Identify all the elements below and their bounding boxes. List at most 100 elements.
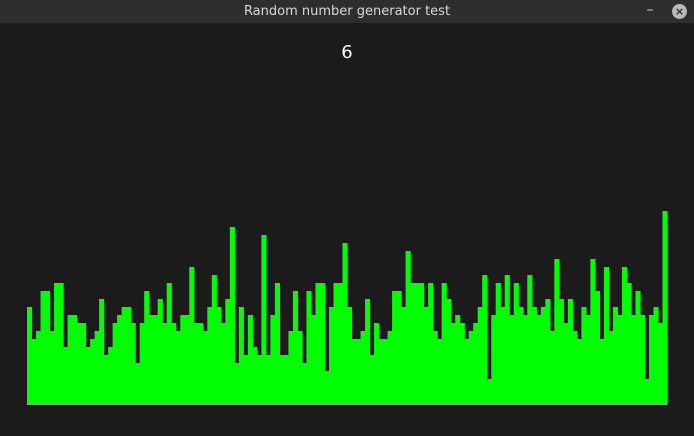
histogram-bar xyxy=(162,323,168,404)
histogram-bar xyxy=(306,291,312,404)
histogram-bar xyxy=(423,307,429,404)
histogram-bar xyxy=(189,267,195,404)
histogram-bar xyxy=(90,339,96,404)
histogram-bar xyxy=(585,315,591,404)
histogram-bar xyxy=(40,291,46,404)
histogram-bar xyxy=(234,363,240,404)
histogram-bar xyxy=(549,331,555,404)
histogram-bar xyxy=(437,339,443,404)
histogram-bar xyxy=(279,355,285,404)
histogram-bar xyxy=(283,355,290,404)
histogram-bar xyxy=(211,275,217,404)
minimize-button[interactable]: – xyxy=(646,2,654,18)
histogram-bar xyxy=(500,307,506,404)
histogram-bar xyxy=(135,363,141,404)
histogram-bar xyxy=(554,259,560,404)
histogram-bar xyxy=(567,299,573,404)
histogram-bar xyxy=(139,323,145,404)
histogram-bar xyxy=(180,315,186,404)
histogram-bar xyxy=(396,291,402,404)
histogram-bar xyxy=(626,283,632,404)
histogram-bar xyxy=(473,323,479,404)
histogram-bar xyxy=(486,379,492,404)
histogram-bar xyxy=(31,339,37,404)
histogram-bar xyxy=(419,283,425,404)
histogram-bar xyxy=(274,283,280,404)
histogram-bar xyxy=(590,259,596,404)
histogram-bar xyxy=(608,331,614,404)
histogram-bar xyxy=(365,299,371,404)
histogram-bar xyxy=(356,339,362,404)
histogram-bar xyxy=(401,307,407,404)
histogram-bar xyxy=(292,291,299,404)
histogram-bar xyxy=(594,291,600,404)
histogram-bar xyxy=(265,355,271,404)
histogram-bar xyxy=(103,355,109,404)
histogram-bar xyxy=(644,379,650,404)
histogram-bar xyxy=(108,347,114,404)
histogram-bar xyxy=(144,291,150,404)
histogram-bar xyxy=(243,355,249,404)
histogram-bar xyxy=(450,323,456,404)
histogram-bar xyxy=(653,307,659,404)
close-button[interactable]: × xyxy=(672,4,687,19)
histogram-bar xyxy=(99,299,105,404)
histogram-bar xyxy=(635,291,641,404)
histogram-bar xyxy=(657,323,664,404)
histogram-bar xyxy=(513,283,519,404)
histogram-bar xyxy=(333,283,339,404)
histogram-bar xyxy=(464,339,470,404)
histogram-bar xyxy=(310,315,317,404)
histogram-bar xyxy=(612,307,619,404)
histogram-bar xyxy=(383,339,389,404)
histogram-bar xyxy=(220,323,226,404)
histogram-bar xyxy=(518,307,524,404)
histogram-bar xyxy=(175,331,181,404)
histogram-bar xyxy=(229,227,235,404)
histogram-bar xyxy=(148,315,154,404)
histogram-bar xyxy=(477,307,483,404)
histogram-bar xyxy=(252,347,258,404)
histogram-bar xyxy=(527,275,533,404)
histogram-bar xyxy=(72,315,78,404)
histogram-bar xyxy=(545,299,551,404)
histogram-bar xyxy=(504,275,510,404)
histogram-bar xyxy=(36,331,42,404)
title-bar[interactable]: Random number generator test – × xyxy=(0,0,694,23)
histogram-bar xyxy=(270,315,276,404)
histogram-bar xyxy=(374,323,380,404)
histogram-bar xyxy=(468,331,474,404)
histogram-bar xyxy=(288,331,294,404)
histogram-bar xyxy=(414,283,420,404)
histogram-bar xyxy=(184,315,190,404)
histogram-bar xyxy=(482,275,488,404)
histogram-bar xyxy=(121,307,127,404)
histogram-bar xyxy=(117,315,123,404)
histogram-bar xyxy=(94,331,100,404)
histogram-bar xyxy=(446,299,452,404)
histogram-bar xyxy=(563,323,569,404)
histogram-bar xyxy=(193,323,199,404)
histogram-bar xyxy=(351,339,357,404)
histogram-bar xyxy=(342,243,348,404)
histogram-bar xyxy=(495,283,501,404)
histogram-bar xyxy=(599,339,605,404)
histogram-bar xyxy=(315,283,321,404)
histogram-bar xyxy=(49,331,55,404)
window-title: Random number generator test xyxy=(243,4,451,19)
histogram-bar xyxy=(531,307,537,404)
histogram-bar xyxy=(405,251,411,404)
histogram-bar xyxy=(621,267,628,404)
histogram-bar xyxy=(153,315,159,404)
histogram-bar xyxy=(369,355,375,404)
histogram-bar xyxy=(572,331,578,404)
histogram-bar xyxy=(63,347,69,404)
histogram-bar xyxy=(441,283,447,404)
histogram-bar xyxy=(428,283,434,404)
histogram-bar xyxy=(67,315,73,404)
histogram-bar xyxy=(662,211,668,404)
histogram-bar xyxy=(617,315,623,404)
histogram-bar xyxy=(522,315,528,404)
histogram-bar xyxy=(27,307,33,404)
